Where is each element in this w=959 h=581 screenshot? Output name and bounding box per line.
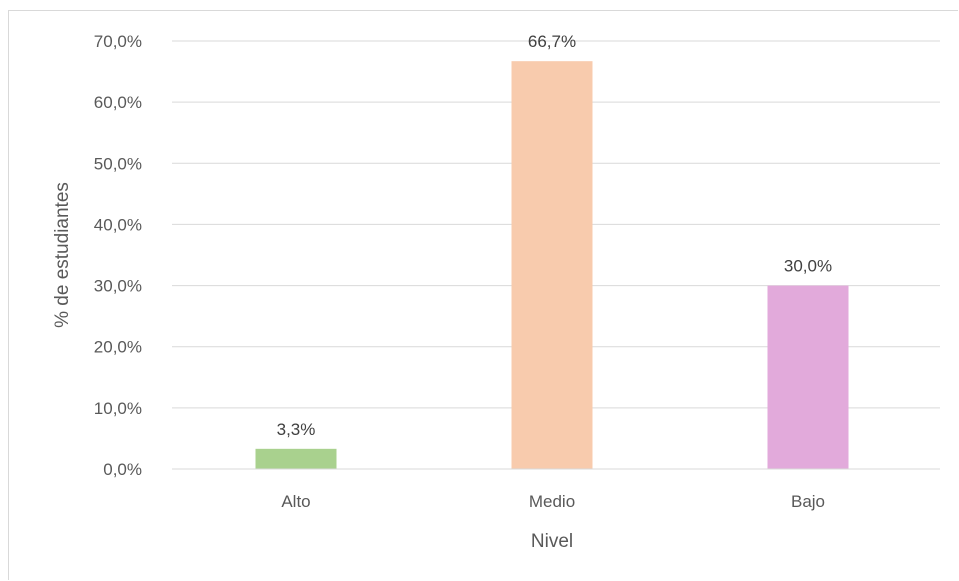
bar-medio (511, 61, 593, 469)
x-axis-title: Nivel (531, 531, 573, 552)
y-tick-label: 40,0% (94, 215, 142, 234)
x-tick-label-medio: Medio (529, 492, 575, 511)
y-tick-labels: 0,0% 10,0% 20,0% 30,0% 40,0% 50,0% 60,0% 70,0% (94, 32, 142, 479)
data-labels: 3,3% 66,7% 30,0% (277, 32, 832, 439)
y-axis-title: % de estudiantes (52, 182, 73, 328)
x-tick-labels: Alto Medio Bajo (281, 492, 825, 511)
y-tick-label: 20,0% (94, 338, 142, 357)
x-tick-label-bajo: Bajo (791, 492, 825, 511)
data-label-bajo: 30,0% (784, 257, 832, 276)
data-label-medio: 66,7% (528, 32, 576, 51)
y-tick-label: 60,0% (94, 93, 142, 112)
x-tick-label-alto: Alto (281, 492, 310, 511)
y-tick-label: 10,0% (94, 399, 142, 418)
y-tick-label: 0,0% (103, 460, 142, 479)
y-tick-label: 50,0% (94, 154, 142, 173)
bar-bajo (767, 285, 849, 469)
y-tick-label: 70,0% (94, 32, 142, 51)
bars (255, 61, 849, 469)
y-tick-label: 30,0% (94, 277, 142, 296)
bar-alto (255, 448, 337, 469)
data-label-alto: 3,3% (277, 420, 316, 439)
